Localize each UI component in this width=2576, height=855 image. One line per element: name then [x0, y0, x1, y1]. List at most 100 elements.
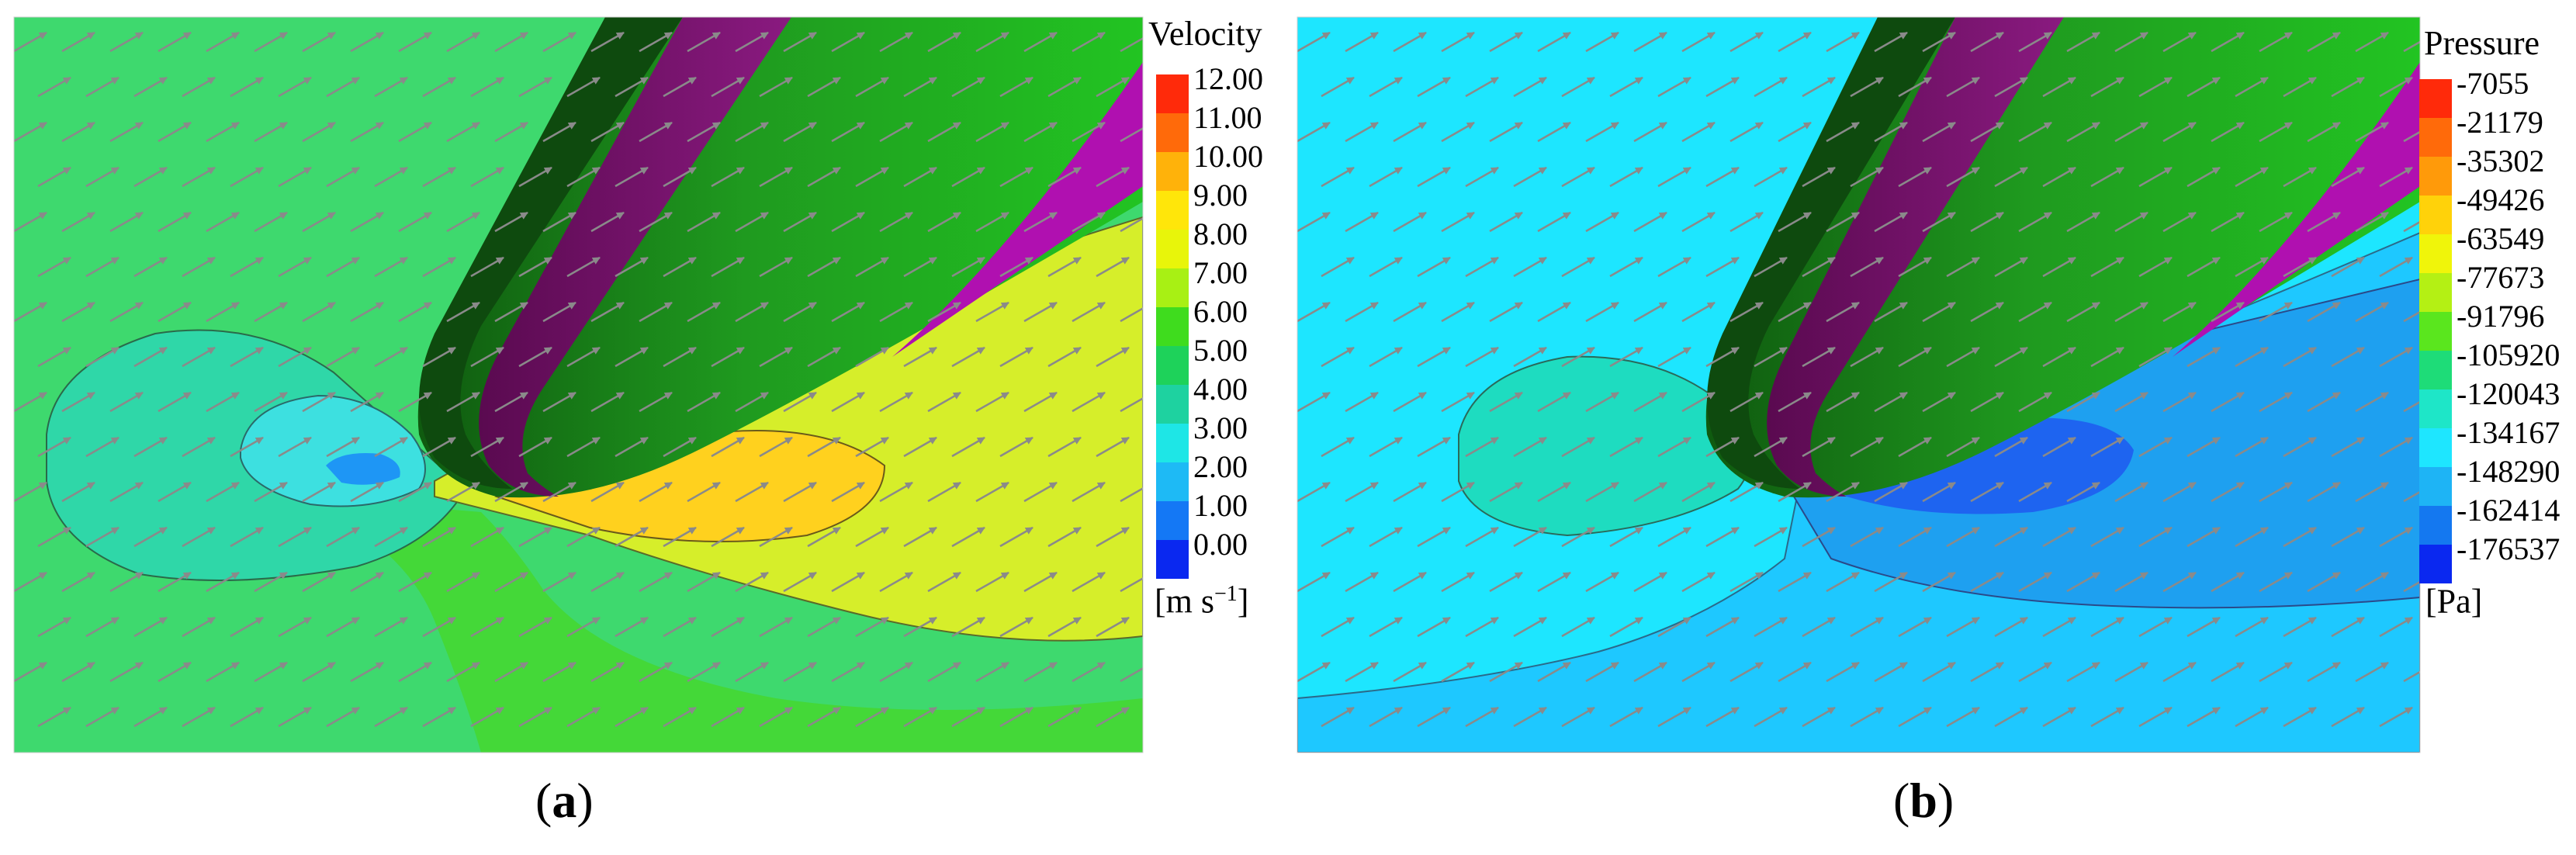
flow-vector-arrow: [2355, 481, 2389, 503]
flow-vector-arrow: [206, 301, 240, 323]
flow-vector-arrow: [855, 436, 889, 458]
flow-vector-arrow: [1369, 526, 1403, 548]
flow-vector-arrow: [615, 436, 649, 458]
flow-vector-arrow: [133, 706, 168, 728]
flow-vector-arrow: [1537, 301, 1571, 323]
colorbar-swatch: [1156, 113, 1189, 152]
flow-vector-arrow: [735, 301, 769, 323]
flow-vector-arrow: [687, 211, 721, 233]
flow-vector-arrow: [1729, 661, 1764, 683]
flow-vector-arrow: [1297, 31, 1331, 53]
flow-vector-arrow: [1922, 31, 1956, 53]
colorbar-swatch: [2419, 118, 2452, 157]
flow-vector-arrow: [1585, 571, 1619, 593]
flow-vector-arrow: [975, 301, 1009, 323]
colorbar-swatch: [1156, 307, 1189, 346]
legend-title: Pressure: [2424, 24, 2540, 62]
flow-vector-arrow: [566, 436, 601, 458]
colorbar-tick-label: 5.00: [1193, 333, 1248, 368]
flow-vector-arrow: [302, 121, 336, 143]
flow-vector-arrow: [807, 346, 841, 368]
colorbar-swatch: [2419, 428, 2452, 467]
flow-vector-arrow: [1489, 31, 1523, 53]
flow-vector-arrow: [1922, 661, 1956, 683]
flow-vector-arrow: [85, 76, 119, 98]
flow-vector-arrow: [422, 706, 456, 728]
flow-vector-arrow: [903, 166, 937, 188]
flow-vector-arrow: [278, 346, 312, 368]
flow-vector-arrow: [1850, 76, 1884, 98]
colorbar-tick-label: 1.00: [1193, 488, 1248, 523]
colorbar-swatch: [1156, 230, 1189, 268]
flow-vector-arrow: [2162, 481, 2197, 503]
flow-vector-arrow: [1417, 616, 1451, 638]
flow-vector-arrow: [37, 256, 71, 278]
flow-vector-arrow: [2283, 76, 2317, 98]
flow-vector-arrow: [2355, 301, 2389, 323]
flow-vector-arrow: [374, 616, 408, 638]
flow-vector-arrow: [1417, 706, 1451, 728]
flow-vector-arrow: [2114, 31, 2148, 53]
flow-vector-arrow: [663, 706, 697, 728]
flow-vector-arrow: [350, 391, 384, 413]
colorbar-tick-label: 8.00: [1193, 216, 1248, 251]
flow-vector-arrow: [1417, 436, 1451, 458]
flow-vector-arrow: [374, 526, 408, 548]
flow-vector-arrow: [133, 256, 168, 278]
flow-vector-arrow: [975, 481, 1009, 503]
flow-vector-arrow: [1072, 571, 1106, 593]
flow-vector-arrow: [1705, 346, 1740, 368]
flow-vector-arrow: [542, 661, 576, 683]
flow-vector-arrow: [278, 706, 312, 728]
flow-vector-arrow: [639, 481, 673, 503]
flow-vector-arrow: [1297, 571, 1331, 593]
flow-vector-arrow: [446, 571, 480, 593]
flow-vector-arrow: [590, 211, 625, 233]
flow-vector-arrow: [374, 166, 408, 188]
flow-vector-arrow: [1393, 211, 1427, 233]
flow-vector-arrow: [374, 436, 408, 458]
flow-vector-arrow: [1417, 346, 1451, 368]
flow-vector-arrow: [2211, 121, 2245, 143]
flow-vector-arrow: [2114, 391, 2148, 413]
flow-vector-arrow: [1922, 391, 1956, 413]
flow-vector-arrow: [326, 76, 360, 98]
flow-vector-arrow: [2259, 301, 2293, 323]
flow-vector-arrow: [999, 346, 1034, 368]
flow-vector-arrow: [831, 391, 865, 413]
flow-vector-arrow: [663, 166, 697, 188]
flow-vector-arrow: [1096, 526, 1130, 548]
flow-vector-arrow: [903, 76, 937, 98]
flow-vector-arrow: [1705, 76, 1740, 98]
flow-vector-arrow: [2379, 76, 2413, 98]
flow-vector-arrow: [1465, 526, 1499, 548]
colorbar-tick-label: -105920: [2457, 338, 2560, 372]
flow-vector-arrow: [1754, 436, 1788, 458]
flow-vector-arrow: [2259, 211, 2293, 233]
flow-vector-arrow: [470, 706, 504, 728]
flow-vector-arrow: [1120, 486, 1143, 503]
flow-vector-arrow: [61, 571, 95, 593]
flow-vector-arrow: [494, 31, 528, 53]
flow-vector-arrow: [2042, 166, 2076, 188]
flow-vector-arrow: [278, 526, 312, 548]
flow-vector-arrow: [2283, 166, 2317, 188]
flow-vector-arrow: [1072, 481, 1106, 503]
flow-vector-arrow: [2114, 661, 2148, 683]
flow-vector-arrow: [326, 526, 360, 548]
flow-vector-arrow: [1754, 616, 1788, 638]
flow-vector-arrow: [1898, 76, 1932, 98]
flow-vector-arrow: [807, 256, 841, 278]
flow-vector-arrow: [1681, 571, 1716, 593]
flow-vector-arrow: [446, 481, 480, 503]
flow-vector-arrow: [1633, 481, 1667, 503]
flow-vector-arrow: [1946, 616, 1980, 638]
flow-vector-arrow: [1345, 301, 1379, 323]
flow-vector-arrow: [2138, 706, 2173, 728]
flow-vector-arrow: [1297, 391, 1331, 413]
flow-vector-arrow: [1850, 346, 1884, 368]
flow-vector-arrow: [158, 31, 192, 53]
flow-vector-arrow: [2211, 571, 2245, 593]
flow-vector-arrow: [2066, 571, 2100, 593]
flow-vector-arrow: [1537, 661, 1571, 683]
